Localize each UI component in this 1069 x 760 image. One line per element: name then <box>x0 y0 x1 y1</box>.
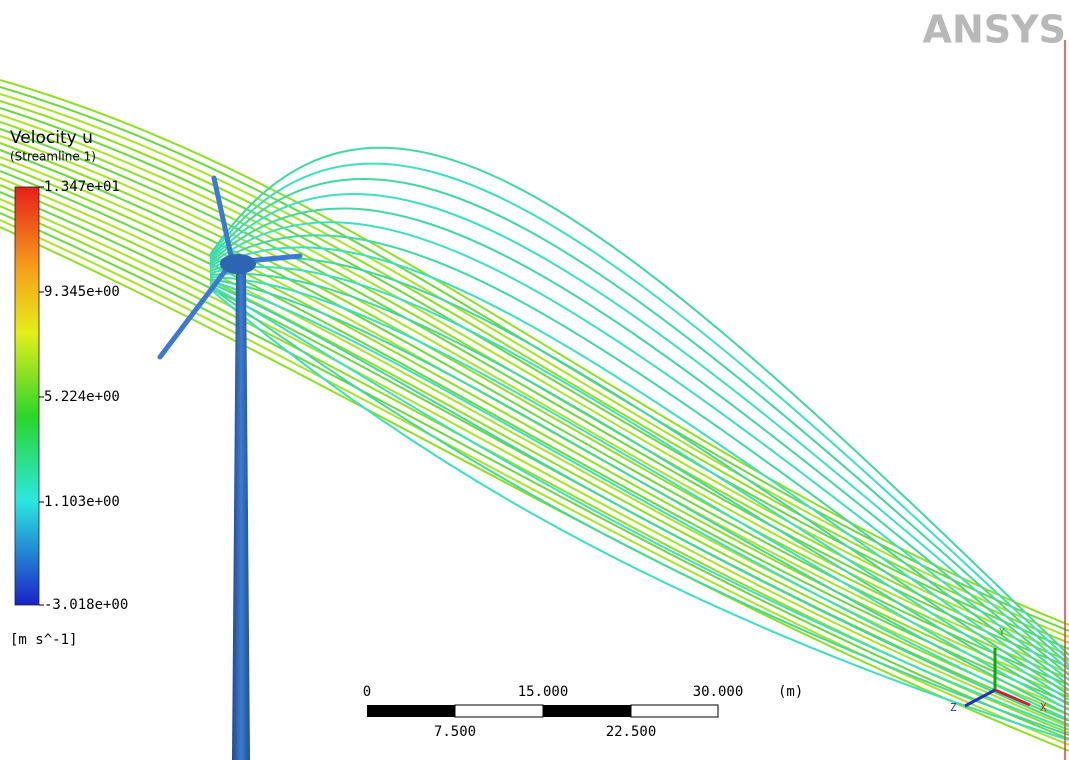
streamline <box>209 286 1069 736</box>
streamline <box>0 212 1069 740</box>
streamline <box>209 178 1069 666</box>
legend-title: Velocity u <box>10 128 93 148</box>
scale-label: 22.500 <box>606 724 657 740</box>
streamline <box>209 282 1069 726</box>
legend-label: 9.345e+00 <box>44 284 120 300</box>
streamline <box>0 156 1069 692</box>
streamline <box>0 163 1069 698</box>
triad-y: Y <box>999 627 1005 638</box>
streamline <box>0 184 1069 716</box>
streamline <box>0 100 1069 644</box>
scale-label: 30.000 <box>693 684 744 700</box>
streamline <box>0 191 1069 722</box>
legend-unit: [m s^-1] <box>10 632 77 648</box>
streamline <box>209 272 1069 706</box>
streamline <box>0 107 1069 650</box>
streamline <box>0 198 1069 728</box>
streamline <box>209 265 1069 701</box>
logo: ANSYS <box>923 8 1066 52</box>
legend-label: -3.018e+00 <box>44 597 128 613</box>
legend-label: 1.103e+00 <box>44 494 120 510</box>
streamline <box>209 288 1069 741</box>
streamline <box>0 149 1069 686</box>
streamline <box>209 280 1069 721</box>
streamline <box>0 128 1069 668</box>
legend-label: 5.224e+00 <box>44 389 120 405</box>
streamline <box>0 79 1069 626</box>
streamline <box>0 93 1069 638</box>
axis-triad: Y X Z <box>950 627 1047 714</box>
streamline <box>209 278 1069 716</box>
streamline <box>209 276 1069 711</box>
nacelle <box>220 254 256 274</box>
streamline <box>209 207 1069 676</box>
scale-label: 0 <box>363 684 371 700</box>
streamline <box>0 170 1069 704</box>
streamline <box>209 284 1069 731</box>
triad-x: X <box>1040 701 1047 714</box>
streamlines <box>0 79 1069 752</box>
streamline <box>0 177 1069 710</box>
streamline <box>209 146 1069 656</box>
scale-labels: 0 15.000 30.000 7.500 22.500 <box>363 684 744 740</box>
streamline <box>209 193 1069 671</box>
legend-label: 1.347e+01 <box>44 179 120 195</box>
streamline <box>0 135 1069 674</box>
streamline <box>209 234 1069 686</box>
streamline <box>0 114 1069 656</box>
streamline <box>209 162 1069 661</box>
scale-bar <box>367 704 719 718</box>
streamline <box>0 226 1069 752</box>
streamline <box>209 221 1069 681</box>
legend-labels: 1.347e+01 9.345e+00 5.224e+00 1.103e+00 -3.0… <box>39 179 128 613</box>
streamline <box>209 246 1069 691</box>
scale-label: 7.500 <box>434 724 476 740</box>
legend-subtitle: (Streamline 1) <box>10 150 96 164</box>
colorbar <box>14 186 40 606</box>
scale-unit: (m) <box>778 684 803 700</box>
tower <box>232 270 250 760</box>
scale-label: 15.000 <box>518 684 569 700</box>
triad-z: Z <box>950 701 957 714</box>
